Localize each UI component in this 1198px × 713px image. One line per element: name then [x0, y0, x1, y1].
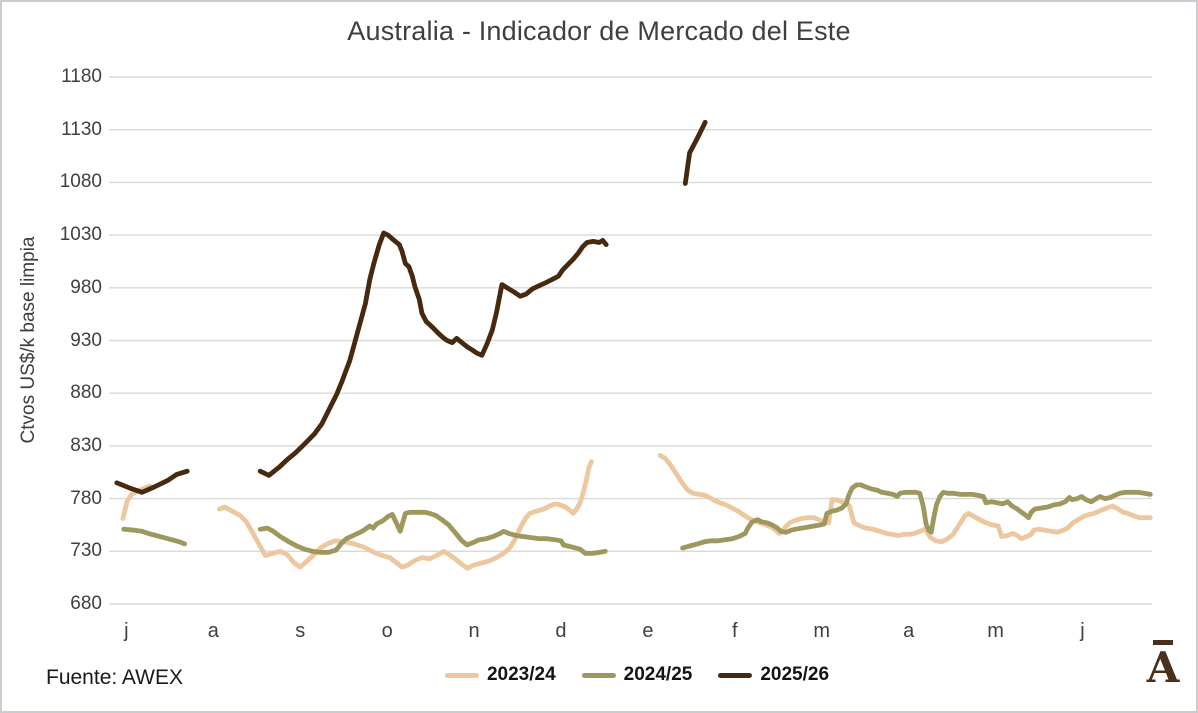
- x-axis-label: f: [732, 620, 738, 642]
- x-axis-label: m: [987, 620, 1004, 642]
- series-line-2025/26: [114, 468, 190, 495]
- legend-label: 2025/26: [760, 664, 830, 685]
- series-line-2024/25: [680, 482, 1153, 551]
- series-line-2025/26: [682, 119, 708, 186]
- x-axis-label: a: [903, 620, 915, 642]
- legend-swatch: [718, 672, 753, 678]
- logo-a-macron: A: [1144, 640, 1182, 692]
- y-tick-label: 1180: [61, 66, 102, 87]
- legend: 2023/24 2024/25 2025/26: [444, 664, 829, 686]
- x-axis-label: m: [813, 620, 831, 642]
- legend-item-2025/26: 2025/26: [718, 664, 829, 686]
- logo-letter: A: [1146, 643, 1180, 692]
- legend-label: 2024/25: [623, 664, 693, 685]
- y-tick-label: 1030: [59, 224, 102, 246]
- x-axis-label: s: [295, 620, 306, 642]
- y-tick-label: 1130: [61, 118, 102, 140]
- x-axis-label: e: [642, 620, 654, 642]
- legend-item-2023/24: 2023/24: [444, 664, 556, 686]
- legend-label: 2023/24: [486, 664, 556, 685]
- series-line-2023/24: [216, 459, 594, 571]
- y-tick-label: 980: [70, 276, 102, 298]
- legend-swatch: [444, 672, 479, 678]
- y-tick-label: 830: [70, 434, 102, 456]
- x-axis-label: o: [381, 620, 393, 642]
- y-tick-label: 730: [70, 540, 102, 562]
- y-tick-label: 680: [70, 593, 102, 614]
- source-note: Fuente: AWEX: [46, 666, 183, 689]
- series-line-2024/25: [121, 526, 188, 547]
- legend-item-2024/25: 2024/25: [581, 664, 693, 686]
- y-tick-label: 780: [70, 487, 102, 509]
- chart-title: Australia - Indicador de Mercado del Est…: [347, 16, 851, 46]
- series-line-2024/25: [257, 509, 608, 556]
- y-tick-label: 1080: [59, 171, 102, 193]
- x-axis-label: a: [207, 620, 219, 642]
- logo-macron-bar: [1153, 640, 1173, 645]
- series-line-2025/26: [257, 230, 609, 478]
- legend-swatch: [581, 672, 616, 678]
- x-axis-label: n: [468, 620, 480, 642]
- y-tick-label: 880: [70, 382, 102, 404]
- series-line-2023/24: [657, 452, 1153, 545]
- x-axis-label: d: [555, 620, 567, 642]
- y-tick-label: 930: [70, 329, 102, 351]
- x-axis-label: j: [124, 620, 129, 642]
- x-axis-label: j: [1080, 620, 1085, 642]
